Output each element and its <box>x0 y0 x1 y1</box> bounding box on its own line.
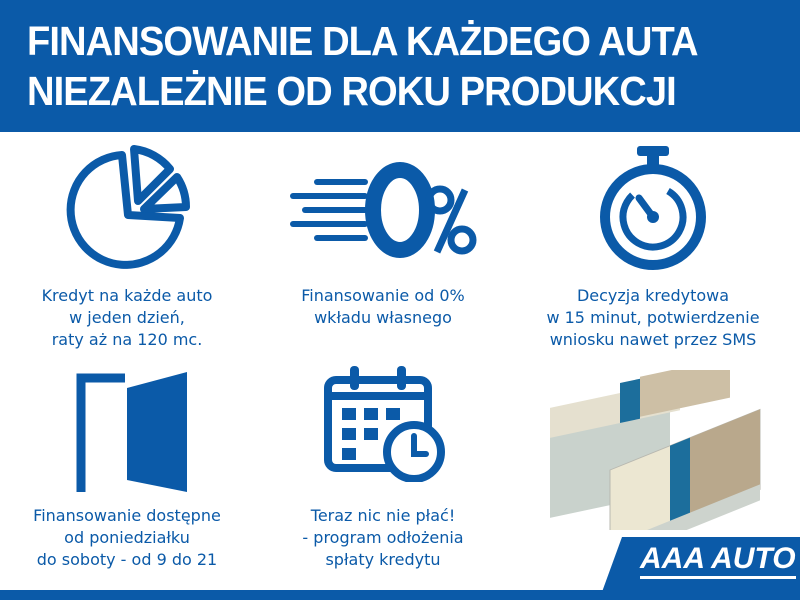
text-line: Kredyt na każde auto <box>41 286 213 305</box>
headline-line-1: FINANSOWANIE DLA KAŻDEGO AUTA <box>27 18 699 64</box>
feature-text-credit: Kredyt na każde auto w jeden dzień, raty… <box>0 285 257 351</box>
headline-line-2: NIEZALEŻNIE OD ROKU PRODUKCJI <box>27 68 677 114</box>
text-line: wkładu własnego <box>314 308 452 327</box>
calendar-clock-icon <box>324 366 445 482</box>
text-line: wniosku nawet przez SMS <box>549 330 757 349</box>
text-line: - program odłożenia <box>302 528 464 547</box>
bottom-bar <box>0 590 800 600</box>
pie-chart-icon <box>66 145 190 269</box>
zero-percent-icon <box>290 162 477 258</box>
banknotes-image <box>550 370 761 530</box>
text-line: Finansowanie dostępne <box>33 506 221 525</box>
stopwatch-icon <box>600 146 706 270</box>
aaa-auto-logo: AAA AUTO <box>640 542 796 579</box>
text-line: Teraz nic nie płać! <box>310 506 456 525</box>
header-banner: FINANSOWANIE DLA KAŻDEGO AUTA NIEZALEŻNI… <box>0 0 800 132</box>
text-line: w 15 minut, potwierdzenie <box>546 308 760 327</box>
text-line: w jeden dzień, <box>69 308 185 327</box>
text-line: do soboty - od 9 do 21 <box>36 550 218 569</box>
text-line: Finansowanie od 0% <box>301 286 465 305</box>
text-line: raty aż na 120 mc. <box>51 330 203 349</box>
text-line: spłaty kredytu <box>325 550 441 569</box>
text-line: od poniedziałku <box>64 528 190 547</box>
feature-text-decision: Decyzja kredytowa w 15 minut, potwierdze… <box>523 285 783 351</box>
feature-text-zero-percent: Finansowanie od 0% wkładu własnego <box>253 285 513 329</box>
text-line: Decyzja kredytowa <box>576 286 730 305</box>
feature-text-deferral: Teraz nic nie płać! - program odłożenia … <box>253 505 513 571</box>
feature-text-hours: Finansowanie dostępne od poniedziałku do… <box>0 505 257 571</box>
door-icon <box>76 372 187 492</box>
